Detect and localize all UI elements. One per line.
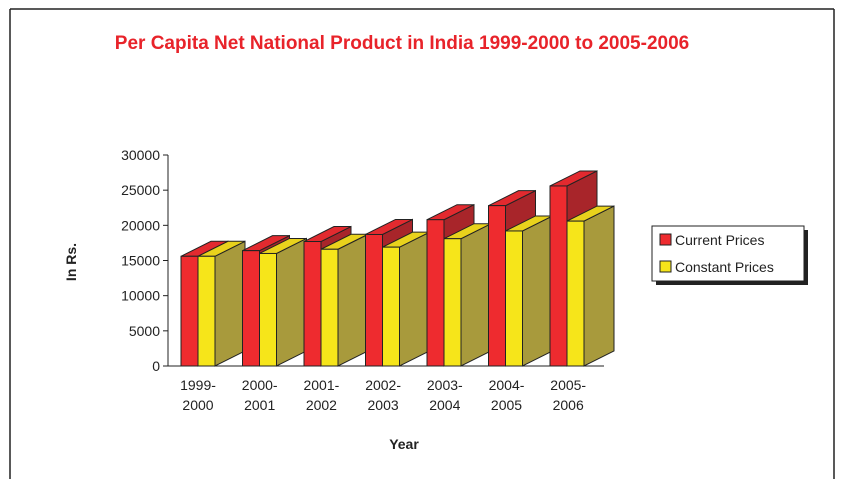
bar-constant-prices <box>382 231 430 367</box>
x-tick-label-line: 2003 <box>368 397 399 413</box>
y-tick-label: 25000 <box>121 182 160 198</box>
bar-side-face <box>214 240 246 367</box>
bar-front-face <box>549 185 568 367</box>
y-tick-label: 10000 <box>121 288 160 304</box>
bars-group <box>168 170 615 367</box>
bar-side-face <box>583 205 615 367</box>
y-tick-label: 20000 <box>121 217 160 233</box>
x-tick-label-line: 2002- <box>365 377 401 393</box>
x-tick-label: 2002- 2003 <box>365 377 401 413</box>
x-tick-label-line: 2000- <box>242 377 278 393</box>
bar-side-face <box>337 233 369 367</box>
bar-constant-prices <box>320 233 369 367</box>
bar-front-face <box>505 230 523 367</box>
bar-front-face <box>303 241 322 367</box>
bar-side-face <box>460 222 492 367</box>
x-tick-label: 2005- 2006 <box>550 377 586 413</box>
bar-front-face <box>242 250 260 367</box>
y-axis-title: In Rs. <box>63 243 79 281</box>
x-tick-label: 2003- 2004 <box>427 377 463 413</box>
bar-front-face <box>566 220 585 367</box>
x-tick-label: 2001- 2002 <box>303 377 339 413</box>
x-tick-label-line: 1999- <box>180 377 216 393</box>
x-axis-ticks: 1999- 2000 2000- 2001 2001- 2002 2002- 2003 2003… <box>180 377 586 413</box>
y-tick-label: 0 <box>152 358 160 374</box>
legend: Current Prices Constant Prices <box>651 225 808 285</box>
x-tick-label-line: 2004- <box>489 377 525 393</box>
bar-front-face <box>197 255 216 367</box>
x-tick-label: 2004- 2005 <box>489 377 525 413</box>
bar-constant-prices <box>566 205 615 367</box>
legend-swatch-constant-prices <box>659 260 672 273</box>
chart-title: Per Capita Net National Product in India… <box>115 33 689 54</box>
y-tick-label: 5000 <box>129 323 160 339</box>
bar-side-face <box>276 237 307 367</box>
legend-label-current-prices: Current Prices <box>675 232 764 248</box>
bar-side-face <box>522 215 553 367</box>
bar-front-face <box>320 248 339 367</box>
x-tick-label-line: 2002 <box>306 397 337 413</box>
x-tick-label-line: 2005 <box>491 397 522 413</box>
x-tick-label: 2000- 2001 <box>242 377 278 413</box>
x-tick-label-line: 2001- <box>303 377 339 393</box>
bar-front-face <box>365 233 383 367</box>
x-tick-label-line: 2003- <box>427 377 463 393</box>
bar-front-face <box>382 246 400 367</box>
bar-side-face <box>399 231 430 367</box>
bar-front-face <box>180 255 199 367</box>
bar-constant-prices <box>197 240 246 367</box>
x-tick-label-line: 2004 <box>429 397 460 413</box>
x-tick-label-line: 2005- <box>550 377 586 393</box>
x-axis-title: Year <box>389 436 419 452</box>
bar-constant-prices <box>505 215 553 367</box>
bar-front-face <box>426 219 445 367</box>
bar-front-face <box>259 252 277 367</box>
x-tick-label-line: 2000 <box>182 397 213 413</box>
y-tick-label: 30000 <box>121 147 160 163</box>
bar-constant-prices <box>443 222 492 367</box>
bar-front-face <box>443 238 462 367</box>
x-tick-label-line: 2006 <box>553 397 584 413</box>
y-axis: 30000 25000 20000 15000 10000 5000 0 <box>121 147 169 374</box>
bar-constant-prices <box>259 237 307 367</box>
x-tick-label: 1999- 2000 <box>180 377 216 413</box>
legend-label-constant-prices: Constant Prices <box>675 259 774 275</box>
y-tick-label: 15000 <box>121 253 160 269</box>
bar-front-face <box>488 205 506 367</box>
x-tick-label-line: 2001 <box>244 397 275 413</box>
legend-box <box>651 225 805 282</box>
legend-swatch-current-prices <box>659 233 672 246</box>
